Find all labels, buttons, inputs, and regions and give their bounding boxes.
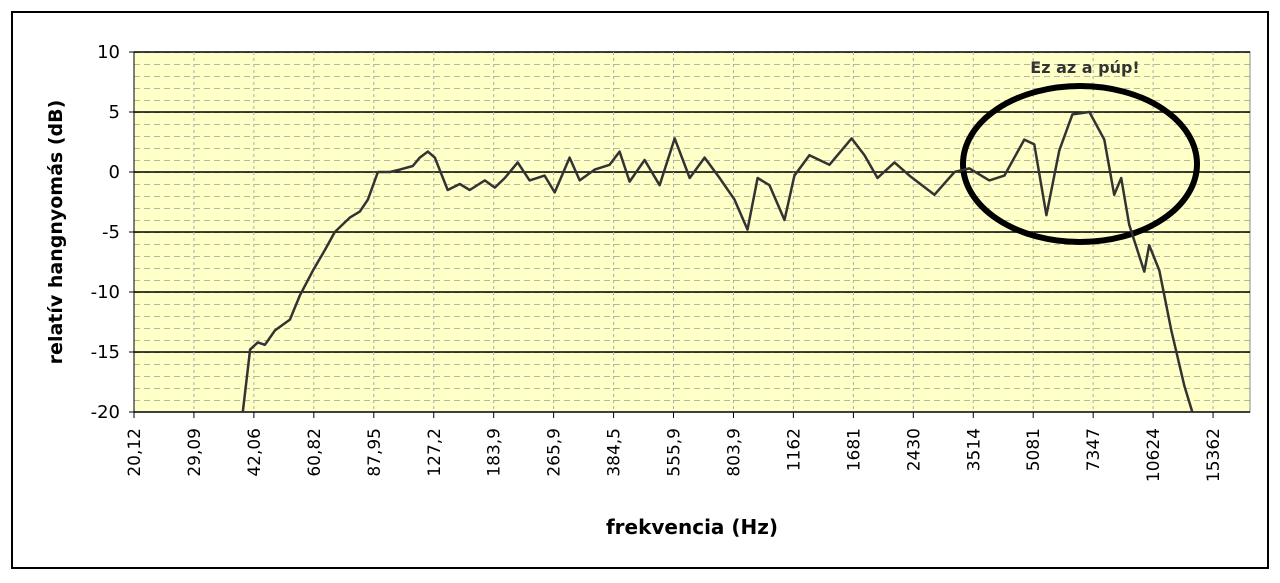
y-tick-label: 5 (109, 102, 120, 123)
x-tick-label: 555,9 (665, 428, 685, 477)
y-tick-label: 0 (109, 162, 120, 183)
x-tick-label: 3514 (964, 428, 984, 471)
x-tick-label: 1681 (844, 428, 864, 471)
y-tick-label: -20 (91, 402, 120, 423)
x-tick-label: 15362 (1204, 428, 1224, 482)
x-tick-label: 5081 (1024, 428, 1044, 471)
x-tick-label: 803,9 (724, 428, 744, 477)
data-line (241, 110, 1194, 413)
x-tick-label: 60,82 (305, 428, 325, 477)
y-tick-label: -10 (91, 282, 120, 303)
x-tick-label: 87,95 (365, 428, 385, 477)
x-tick-label: 10624 (1144, 428, 1164, 482)
y-tick-label: 10 (97, 42, 120, 63)
x-tick-label: 1162 (784, 428, 804, 471)
x-tick-label: 29,09 (185, 428, 205, 477)
x-tick-label: 42,06 (245, 428, 265, 477)
x-tick-label: 183,9 (485, 428, 505, 477)
x-tick-label: 20,12 (125, 428, 145, 477)
x-tick-label: 2430 (904, 428, 924, 471)
y-axis-label: relatív hangnyomás (dB) (45, 100, 67, 365)
x-axis-label: frekvencia (Hz) (606, 515, 778, 539)
highlight-ellipse (960, 83, 1200, 245)
x-tick-label: 7347 (1084, 428, 1104, 471)
x-tick-label: 265,9 (545, 428, 565, 477)
y-tick-label: -5 (102, 222, 120, 243)
annotation: Ez az a púp! (1030, 58, 1139, 77)
x-tick-label: 384,5 (605, 428, 625, 477)
x-tick-label: 127,2 (425, 428, 445, 477)
y-tick-label: -15 (91, 342, 120, 363)
